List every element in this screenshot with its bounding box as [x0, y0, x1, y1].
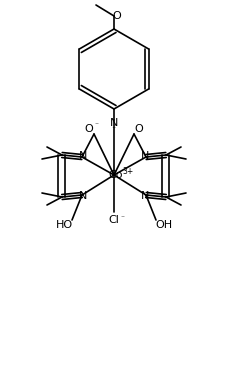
- Text: N: N: [79, 191, 87, 201]
- Text: O: O: [84, 124, 93, 134]
- Text: ⁻: ⁻: [119, 214, 123, 222]
- Text: ⁻: ⁻: [94, 120, 98, 130]
- Text: O: O: [134, 124, 143, 134]
- Text: N: N: [140, 151, 148, 161]
- Text: 3+: 3+: [122, 167, 133, 175]
- Text: O: O: [112, 11, 121, 21]
- Text: OH: OH: [155, 220, 172, 230]
- Text: N: N: [140, 191, 148, 201]
- Text: N: N: [79, 151, 87, 161]
- Text: Cl: Cl: [108, 215, 119, 225]
- Text: ··: ··: [111, 124, 116, 134]
- Text: HO: HO: [55, 220, 72, 230]
- Text: N: N: [109, 118, 118, 128]
- Text: Co: Co: [108, 170, 123, 180]
